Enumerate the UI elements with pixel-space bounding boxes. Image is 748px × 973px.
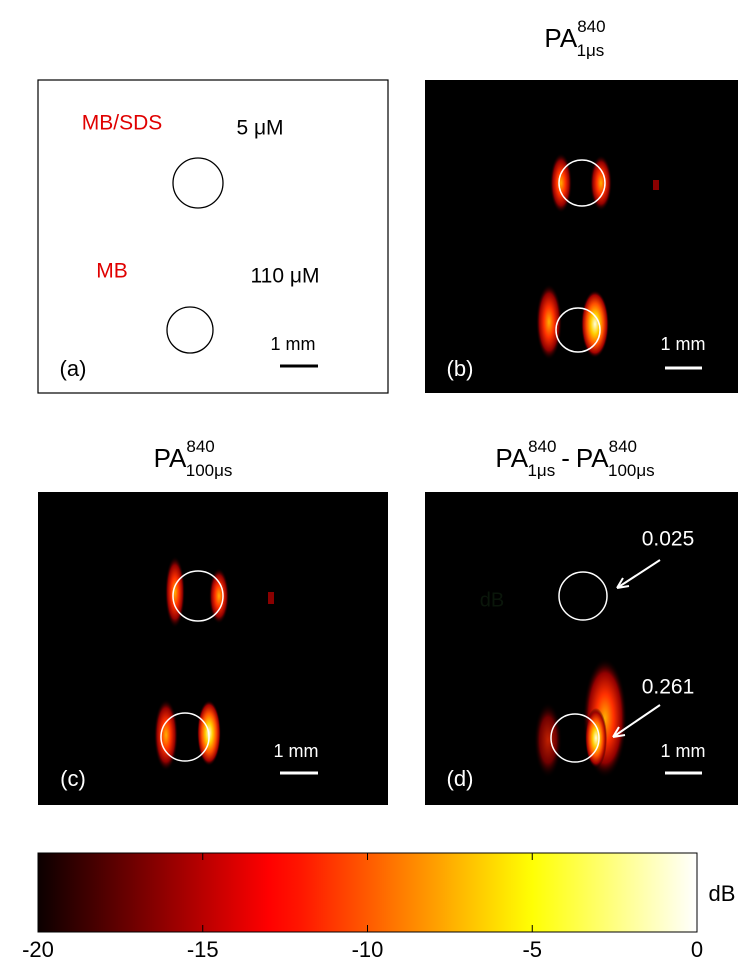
annotation: 0.025 (642, 528, 695, 551)
sample-concentration: 5 μM (236, 117, 283, 140)
signal (268, 592, 274, 604)
tick-label: -20 (22, 937, 54, 962)
scale-bar-label: 1 mm (274, 741, 319, 761)
signal (581, 290, 609, 358)
sample-name: MB/SDS (82, 112, 163, 135)
panel-label: (a) (60, 356, 87, 381)
panel-label: (b) (447, 356, 474, 381)
annotation: 0.261 (642, 676, 695, 699)
colorbar: dB -20 -15 -10 -5 0 (22, 853, 735, 962)
tick-label: 0 (691, 937, 703, 962)
colorbar-unit: dB (709, 881, 736, 906)
figure: MB/SDS 5 μM MB 110 μM 1 mm (a) PA8401μs … (0, 0, 748, 968)
tick-label: -10 (352, 937, 384, 962)
panel-label: (d) (447, 766, 474, 791)
signal (550, 153, 572, 213)
signal (653, 180, 659, 190)
signal (154, 699, 178, 771)
panel-label: (c) (60, 766, 86, 791)
panel-a: MB/SDS 5 μM MB 110 μM 1 mm (a) (38, 80, 388, 393)
signal (165, 556, 185, 628)
tick-label: -15 (187, 937, 219, 962)
signal (585, 708, 607, 768)
tick-label: -5 (522, 937, 542, 962)
colorbar-scale (38, 853, 697, 932)
faint-label: dB (480, 589, 504, 611)
scale-bar-label: 1 mm (271, 334, 316, 354)
sample-name: MB (96, 260, 128, 283)
scale-bar-label: 1 mm (661, 334, 706, 354)
scale-bar-label: 1 mm (661, 741, 706, 761)
signal (209, 568, 229, 624)
signal (534, 702, 562, 778)
sample-concentration: 110 μM (251, 265, 320, 288)
